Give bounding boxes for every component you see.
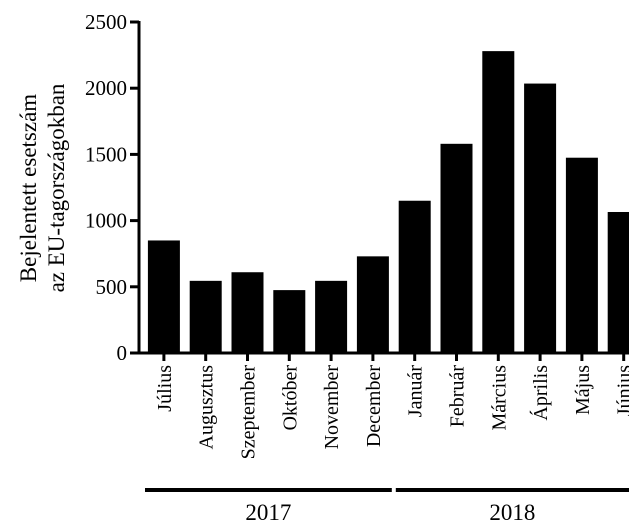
bar	[524, 83, 557, 353]
bar	[273, 290, 306, 353]
year-group-label: 2017	[245, 500, 291, 525]
y-axis-title-line-2: az EU-tagországokban	[44, 83, 69, 292]
bar	[189, 280, 222, 353]
x-tick-label: November	[321, 365, 343, 450]
bar	[440, 143, 473, 353]
y-axis-title-line-1: Bejelentett esetszám	[16, 94, 41, 283]
x-tick-label: Augusztus	[196, 365, 218, 450]
x-tick-label: Február	[447, 365, 469, 428]
y-tick-label: 500	[96, 275, 128, 299]
bar	[565, 157, 598, 353]
year-group-label: 2018	[489, 500, 535, 525]
bar	[356, 256, 389, 353]
x-tick-label: Július	[154, 365, 176, 412]
x-tick-label: Szeptember	[238, 365, 260, 460]
y-tick-label: 0	[117, 341, 128, 365]
bar	[398, 200, 431, 353]
bar	[231, 272, 264, 353]
bar	[147, 240, 180, 353]
x-tick-label: Június	[614, 365, 629, 416]
bar	[482, 51, 515, 354]
x-tick-label: Október	[279, 365, 301, 431]
x-tick-label: Április	[529, 365, 552, 421]
x-axis: Július Augusztus Szeptember Október November…	[137, 351, 629, 460]
bar	[607, 211, 629, 353]
y-axis-title: Bejelentett esetszám az EU-tagországokba…	[16, 83, 69, 292]
y-axis: 0 500 1000 1500 2000 2500	[85, 10, 141, 365]
x-tick-label: Január	[405, 365, 427, 418]
y-tick-label: 2500	[85, 10, 127, 34]
y-tick-label: 1500	[85, 142, 127, 166]
bar	[315, 280, 348, 353]
y-tick-label: 1000	[85, 209, 127, 233]
bars	[147, 51, 629, 354]
x-tick-label: Május	[572, 365, 594, 415]
x-tick-label: Március	[488, 365, 510, 431]
year-groups: 2017 2018	[145, 488, 629, 525]
y-tick-label: 2000	[85, 76, 127, 100]
x-tick-label: December	[363, 365, 385, 448]
